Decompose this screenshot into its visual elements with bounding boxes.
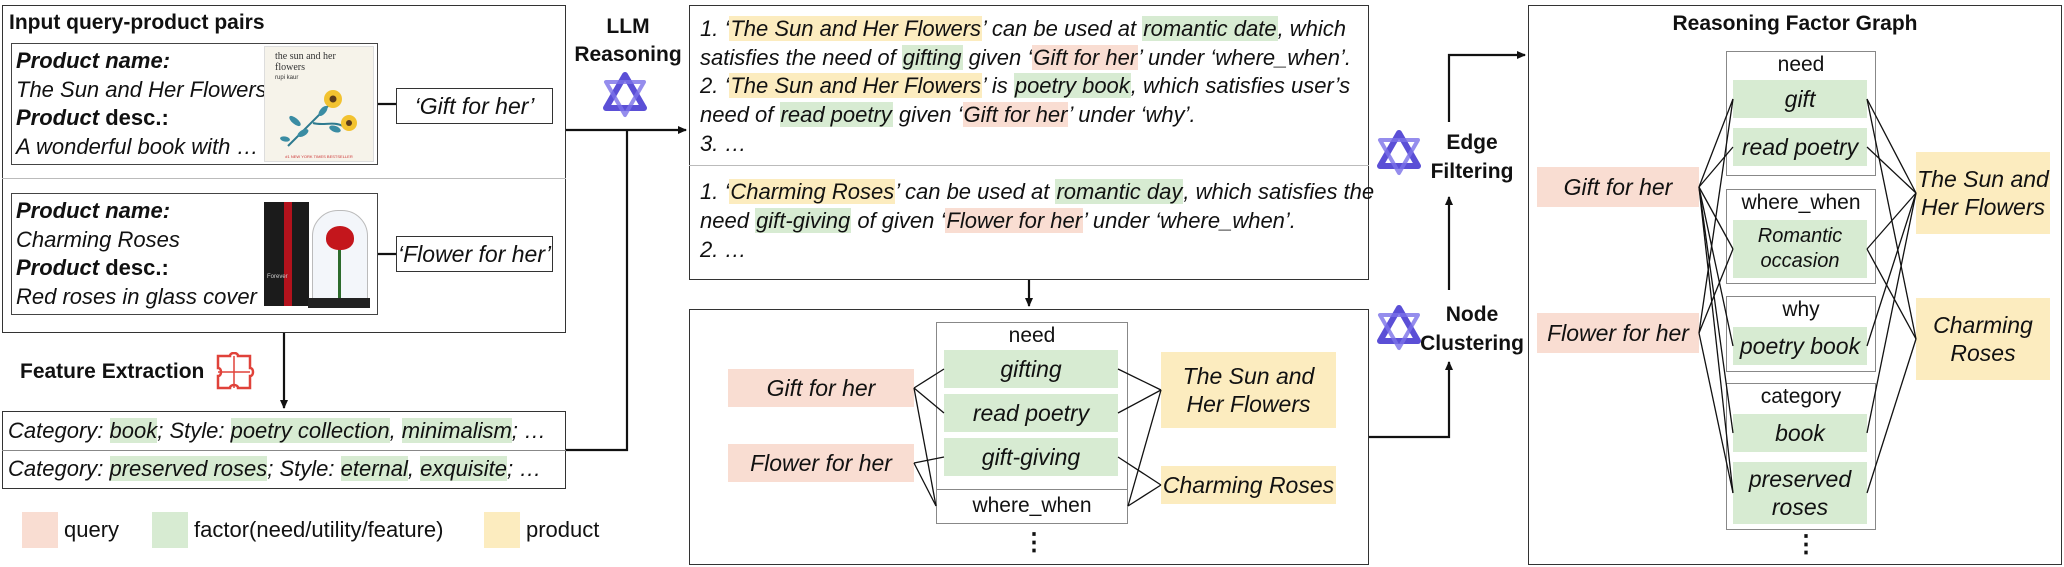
feature-divider	[2, 450, 566, 451]
dome-base	[308, 298, 370, 308]
book-image: the sun and her flowers rupi kaur #1 NEW…	[264, 46, 374, 162]
puzzle-icon	[216, 352, 255, 390]
graph-ellipsis: ⋮	[1794, 531, 1818, 558]
legend-swatch-product	[484, 512, 520, 548]
book-image-footer: #1 NEW YORK TIMES BESTSELLER	[285, 154, 353, 159]
cluster-ellipsis: ⋮	[1022, 529, 1046, 556]
cluster-factor-2: read poetry	[944, 394, 1118, 432]
product-desc-value-1: A wonderful book with …	[16, 134, 259, 159]
edge-filtering-label: Edge Filtering	[1430, 131, 1514, 183]
roses-image: Forever	[264, 196, 374, 312]
reasoning-line-1: 1. ‘The Sun and Her Flowers’ can be used…	[700, 16, 1347, 41]
graph-group-need	[1726, 51, 1876, 176]
graph-group-why	[1726, 296, 1876, 372]
graph-factor-gift: gift	[1733, 80, 1867, 118]
product-name-value-1: The Sun and Her Flowers	[16, 77, 267, 102]
graph-query-1: Gift for her	[1537, 167, 1699, 207]
graph-title: Reasoning Factor Graph	[1672, 12, 1918, 35]
llm-label: LLM	[606, 15, 650, 38]
reasoning-line-5: 3. …	[700, 131, 747, 156]
graph-product-1: The Sun and Her Flowers	[1916, 152, 2050, 234]
reasoning-line-7: need gift-giving of given ‘Flower for he…	[700, 208, 1296, 233]
rose-stem	[338, 244, 341, 298]
cluster-query-1: Gift for her	[728, 369, 914, 407]
rose-bloom	[326, 226, 354, 250]
graph-group-why-label: why	[1782, 298, 1820, 321]
product-name-value-2: Charming Roses	[16, 227, 180, 252]
cluster-product-2: Charming Roses	[1161, 466, 1336, 504]
graph-factor-book: book	[1733, 414, 1867, 452]
legend-label-factor: factor(need/utility/feature)	[194, 517, 444, 542]
query-box-2: ‘Flower for her’	[396, 236, 553, 272]
graph-factor-read-poetry: read poetry	[1733, 128, 1867, 166]
graph-group-need-label: need	[1777, 53, 1825, 76]
gift-box-ribbon	[284, 202, 292, 306]
cluster-factor-3: gift-giving	[944, 438, 1118, 476]
node-clustering-logo-icon	[1377, 305, 1421, 350]
graph-group-category-label: category	[1760, 385, 1842, 408]
product-name-label-2: Product name:	[16, 198, 171, 223]
reasoning-panel	[689, 5, 1369, 280]
product-desc-label-1: Product desc.:	[16, 105, 169, 130]
input-panel-title: Input query-product pairs	[9, 11, 265, 34]
edge-filtering-logo-icon	[1377, 130, 1421, 175]
legend-label-query: query	[64, 517, 120, 542]
feature-extraction-label: Feature Extraction	[20, 360, 205, 383]
feature-row-2: Category: preserved roses; Style: eterna…	[8, 456, 542, 481]
graph-query-2: Flower for her	[1537, 313, 1699, 353]
flower-illustration	[280, 90, 357, 147]
node-clustering-label: Node Clustering	[1420, 303, 1524, 355]
graph-group-category	[1726, 383, 1876, 530]
cluster-need-label: need	[1008, 324, 1056, 347]
feature-row-1: Category: book; Style: poetry collection…	[8, 418, 547, 443]
reasoning-line-2: satisfies the need of gifting given ‘Gif…	[700, 45, 1351, 70]
cluster-where-when-label: where_when	[972, 494, 1092, 517]
gift-box-caption: Forever	[267, 274, 288, 280]
query-box-1: ‘Gift for her’	[396, 88, 553, 124]
legend-swatch-factor	[152, 512, 188, 548]
reasoning-line-4: need of read poetry given ‘Gift for her’…	[700, 102, 1196, 127]
llm-logo-icon	[603, 72, 647, 117]
graph-group-where-when-label: where_when	[1741, 191, 1861, 214]
graph-factor-preserved-roses: preserved roses	[1733, 462, 1867, 524]
book-image-author: rupi kaur	[275, 75, 299, 81]
cluster-where-when-group	[936, 489, 1128, 524]
product-name-label-1: Product name:	[16, 48, 171, 73]
input-divider	[2, 178, 566, 179]
cluster-query-2: Flower for her	[728, 444, 914, 482]
product-desc-value-2: Red roses in glass cover …	[16, 284, 285, 309]
graph-product-2: Charming Roses	[1916, 298, 2050, 380]
product-desc-label-2: Product desc.:	[16, 255, 169, 280]
graph-factor-romantic-occasion: Romantic occasion	[1733, 220, 1867, 278]
graph-factor-poetry-book: poetry book	[1733, 327, 1867, 365]
legend-label-product: product	[526, 517, 600, 542]
reasoning-line-6: 1. ‘Charming Roses’ can be used at roman…	[700, 179, 1375, 204]
reasoning-divider	[689, 165, 1369, 166]
cluster-product-1: The Sun and Her Flowers	[1161, 352, 1336, 428]
reasoning-line-8: 2. …	[700, 237, 747, 262]
reasoning-label: Reasoning	[574, 43, 682, 66]
book-image-title: the sun and her flowers	[275, 51, 336, 73]
reasoning-line-3: 2. ‘The Sun and Her Flowers’ is poetry b…	[700, 73, 1351, 98]
legend-swatch-query	[22, 512, 58, 548]
cluster-factor-1: gifting	[944, 350, 1118, 388]
